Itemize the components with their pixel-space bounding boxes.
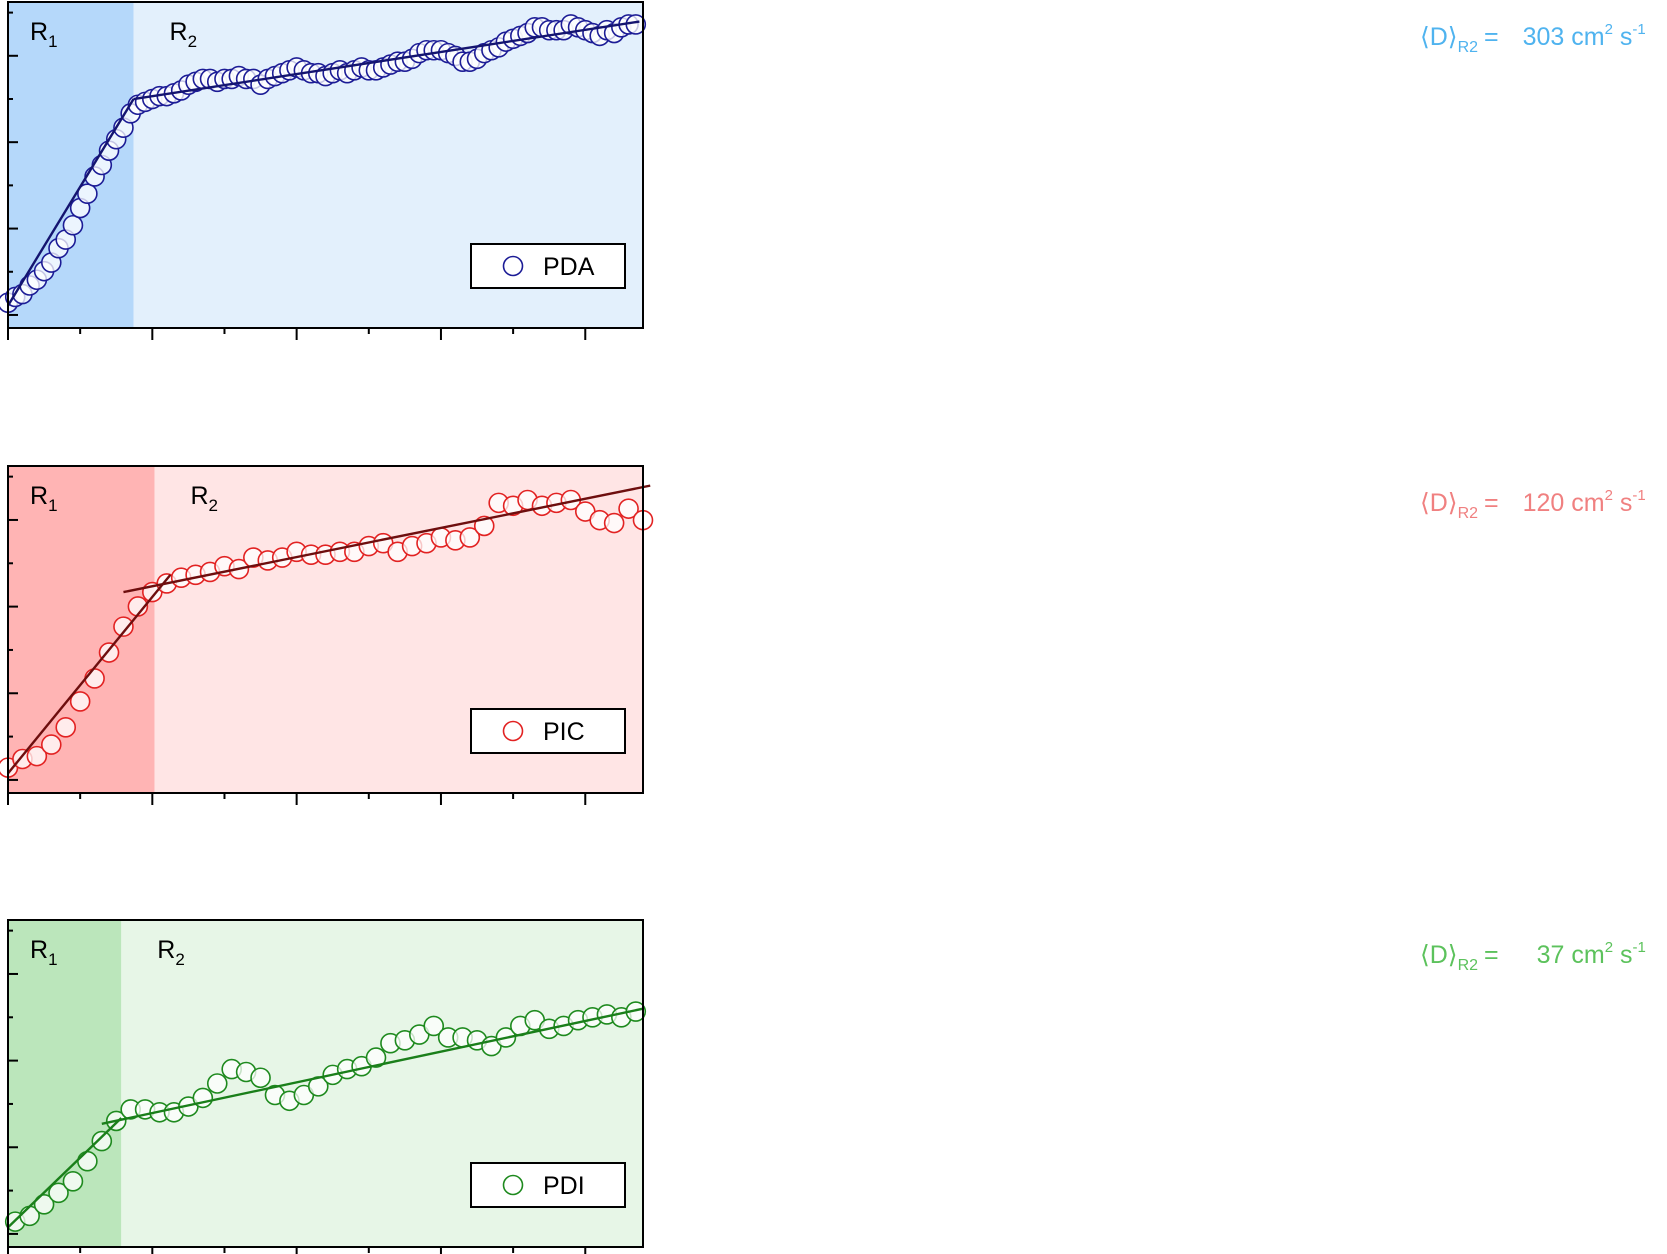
- panel-pic: R1 R2 PIC: [0, 465, 654, 805]
- annotation-sup1: 2: [1604, 487, 1613, 504]
- annotation-sup2: -1: [1632, 487, 1646, 504]
- diffusion-annotation-pic: ⟨D⟩R2 = 120 cm2 s-1: [1420, 487, 1646, 522]
- legend-label: PIC: [543, 718, 585, 746]
- legend-label: PDI: [543, 1172, 585, 1200]
- annotation-value: 303 cm: [1522, 23, 1605, 51]
- data-point: [113, 616, 134, 637]
- annotation-equals: =: [1484, 23, 1499, 51]
- data-point: [423, 1015, 445, 1037]
- legend-marker: [502, 255, 524, 277]
- legend-box: [470, 1162, 626, 1208]
- data-point: [77, 1150, 98, 1172]
- data-point: [48, 1182, 69, 1204]
- panel-pda: R1 R2 PDA: [0, 1, 647, 340]
- region-label-r1: R1: [30, 18, 58, 51]
- annotation-equals: =: [1484, 489, 1499, 517]
- data-point: [62, 1171, 84, 1192]
- data-point: [250, 1067, 271, 1089]
- legend-label: PDA: [543, 253, 595, 281]
- panel-pdi: R1 R2 PDI: [4, 919, 647, 1254]
- plot-frame: [7, 465, 644, 794]
- annotation-sup1: 2: [1604, 21, 1613, 38]
- region-label-r1: R1: [30, 936, 58, 969]
- data-point: [206, 1073, 228, 1094]
- data-point: [55, 717, 77, 738]
- legend-box: [470, 243, 626, 289]
- data-point: [84, 668, 105, 689]
- data-point: [26, 745, 48, 767]
- data-point: [459, 527, 481, 548]
- legend-box: [470, 708, 626, 754]
- annotation-unit: s: [1613, 941, 1633, 969]
- annotation-sup1: 2: [1604, 939, 1614, 956]
- data-point: [40, 734, 62, 755]
- data-point: [62, 214, 84, 236]
- annotation-subscript: R2: [1457, 505, 1479, 522]
- data-point: [365, 1047, 387, 1068]
- annotation-prefix: ⟨D⟩: [1420, 941, 1458, 969]
- annotation-prefix: ⟨D⟩: [1420, 489, 1458, 517]
- data-point: [603, 512, 625, 534]
- legend-marker: [502, 720, 524, 742]
- fit-line-r1: [6, 98, 135, 307]
- annotation-equals: =: [1484, 941, 1499, 969]
- annotation-subscript: R2: [1457, 39, 1479, 56]
- region-label-r2: R2: [190, 482, 218, 515]
- fit-line-r2: [123, 484, 651, 594]
- diffusion-annotation-pda: ⟨D⟩R2 = 303 cm2 s-1: [1420, 21, 1646, 56]
- region-label-r2: R2: [157, 936, 185, 969]
- fit-line-r1: [7, 1117, 123, 1229]
- data-point: [33, 1194, 55, 1215]
- data-point: [77, 183, 98, 204]
- annotation-value: 37 cm: [1536, 941, 1605, 969]
- plot-frame: [7, 1, 644, 329]
- annotation-unit: s: [1612, 23, 1633, 51]
- diffusion-annotation-pdi: ⟨D⟩R2 = 37 cm2 s-1: [1420, 939, 1646, 974]
- fit-line-r2: [133, 20, 640, 101]
- data-point: [618, 498, 639, 519]
- fit-line-r2: [101, 1007, 644, 1125]
- annotation-prefix: ⟨D⟩: [1420, 23, 1458, 51]
- annotation-value: 120 cm: [1522, 489, 1605, 517]
- region-label-r1: R1: [30, 482, 58, 515]
- annotation-unit: s: [1612, 489, 1633, 517]
- annotation-sup2: -1: [1632, 21, 1646, 38]
- data-point: [69, 691, 91, 712]
- plot-frame: [7, 919, 644, 1248]
- region-label-r2: R2: [170, 18, 198, 51]
- annotation-sup2: -1: [1632, 939, 1646, 956]
- annotation-subscript: R2: [1457, 957, 1479, 974]
- fit-line-r1: [7, 574, 172, 775]
- data-point: [91, 1130, 113, 1152]
- legend-marker: [502, 1174, 524, 1196]
